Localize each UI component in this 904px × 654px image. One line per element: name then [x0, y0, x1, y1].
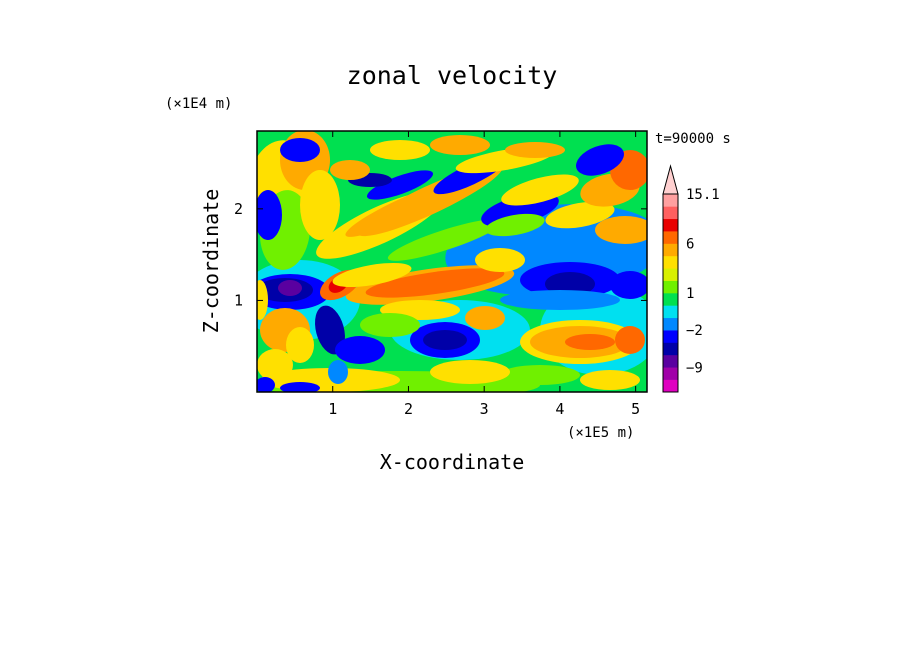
contour-patch	[370, 140, 430, 160]
contour-field	[257, 131, 647, 392]
contour-patch	[545, 201, 615, 229]
colorbar-swatch	[663, 194, 678, 207]
colorbar-swatch	[663, 354, 678, 368]
contour-patch	[565, 334, 615, 350]
contour-patch	[485, 213, 545, 237]
x-tick-label: 1	[328, 400, 337, 418]
colorbar-swatch	[663, 206, 678, 220]
colorbar-swatch	[663, 243, 678, 257]
contour-patch	[387, 219, 503, 261]
y-unit-label: (×1E4 m)	[165, 96, 232, 112]
colorbar-swatch	[663, 268, 678, 281]
colorbar-label: −9	[686, 360, 703, 376]
contour-patch	[545, 272, 595, 296]
colorbar-swatch	[663, 379, 678, 393]
contour-patch	[257, 377, 275, 392]
contour-patch	[576, 144, 624, 176]
contour-patch	[257, 190, 282, 240]
contour-patch	[278, 280, 302, 296]
x-tick-label: 3	[480, 400, 489, 418]
colorbar-extension	[662, 164, 679, 195]
colorbar-swatch	[663, 367, 678, 380]
x-axis-label: X-coordinate	[380, 450, 525, 474]
contour-patch	[505, 142, 565, 158]
time-label: t=90000 s	[655, 131, 731, 147]
y-tick-label: 1	[234, 291, 243, 309]
contour-patch	[475, 248, 525, 272]
contour-patch	[430, 360, 510, 384]
colorbar-swatch	[663, 330, 678, 343]
contour-patch	[500, 365, 580, 385]
contour-patch	[465, 306, 505, 330]
x-tick-label: 2	[404, 400, 413, 418]
contour-patch	[610, 271, 647, 299]
contour-patch	[280, 138, 320, 162]
y-axis-label: Z-coordinate	[199, 189, 223, 334]
contour-patch	[257, 349, 293, 381]
contour-patch	[423, 330, 467, 350]
colorbar-label: 1	[686, 286, 694, 302]
chart-title: zonal velocity	[347, 61, 558, 90]
contour-patch	[595, 216, 647, 244]
contour-patch	[280, 382, 320, 392]
plot-area	[257, 131, 647, 392]
colorbar-label: 6	[686, 237, 694, 253]
colorbar-swatch	[663, 317, 678, 331]
contour-patch	[286, 327, 314, 363]
contour-patch	[300, 170, 340, 240]
contour-patch	[366, 170, 434, 200]
colorbar: 15.1 6 1 −2 −9	[662, 164, 720, 393]
plot-frame	[256, 130, 648, 393]
colorbar-swatch	[663, 342, 678, 356]
x-tick-label: 5	[631, 400, 640, 418]
colorbar-swatch	[663, 305, 678, 319]
y-axis: 12	[234, 200, 647, 309]
contour-patch	[430, 135, 490, 155]
colorbar-label: 15.1	[686, 187, 720, 203]
contour-patch	[335, 336, 385, 364]
contour-patch	[615, 326, 645, 354]
contour-patch	[501, 174, 579, 206]
contour-patch	[500, 290, 620, 310]
colorbar-label: −2	[686, 323, 703, 339]
colorbar-swatch	[663, 218, 678, 232]
colorbar-swatch	[663, 255, 678, 269]
contour-patch	[315, 305, 345, 355]
colorbar-frame	[662, 193, 679, 393]
contour-patch	[328, 360, 348, 384]
colorbar-swatch	[663, 231, 678, 244]
colorbar-swatch	[663, 280, 678, 294]
contour-patch	[365, 268, 505, 298]
contour-patch	[580, 370, 640, 390]
colorbar-swatch	[663, 293, 678, 306]
contour-patch	[330, 160, 370, 180]
x-unit-label: (×1E5 m)	[567, 425, 634, 441]
contour-patch	[332, 262, 412, 288]
contour-patch	[360, 313, 420, 337]
x-tick-label: 4	[555, 400, 564, 418]
y-tick-label: 2	[234, 200, 243, 218]
x-axis: 1 2 3 4 5	[328, 131, 640, 418]
